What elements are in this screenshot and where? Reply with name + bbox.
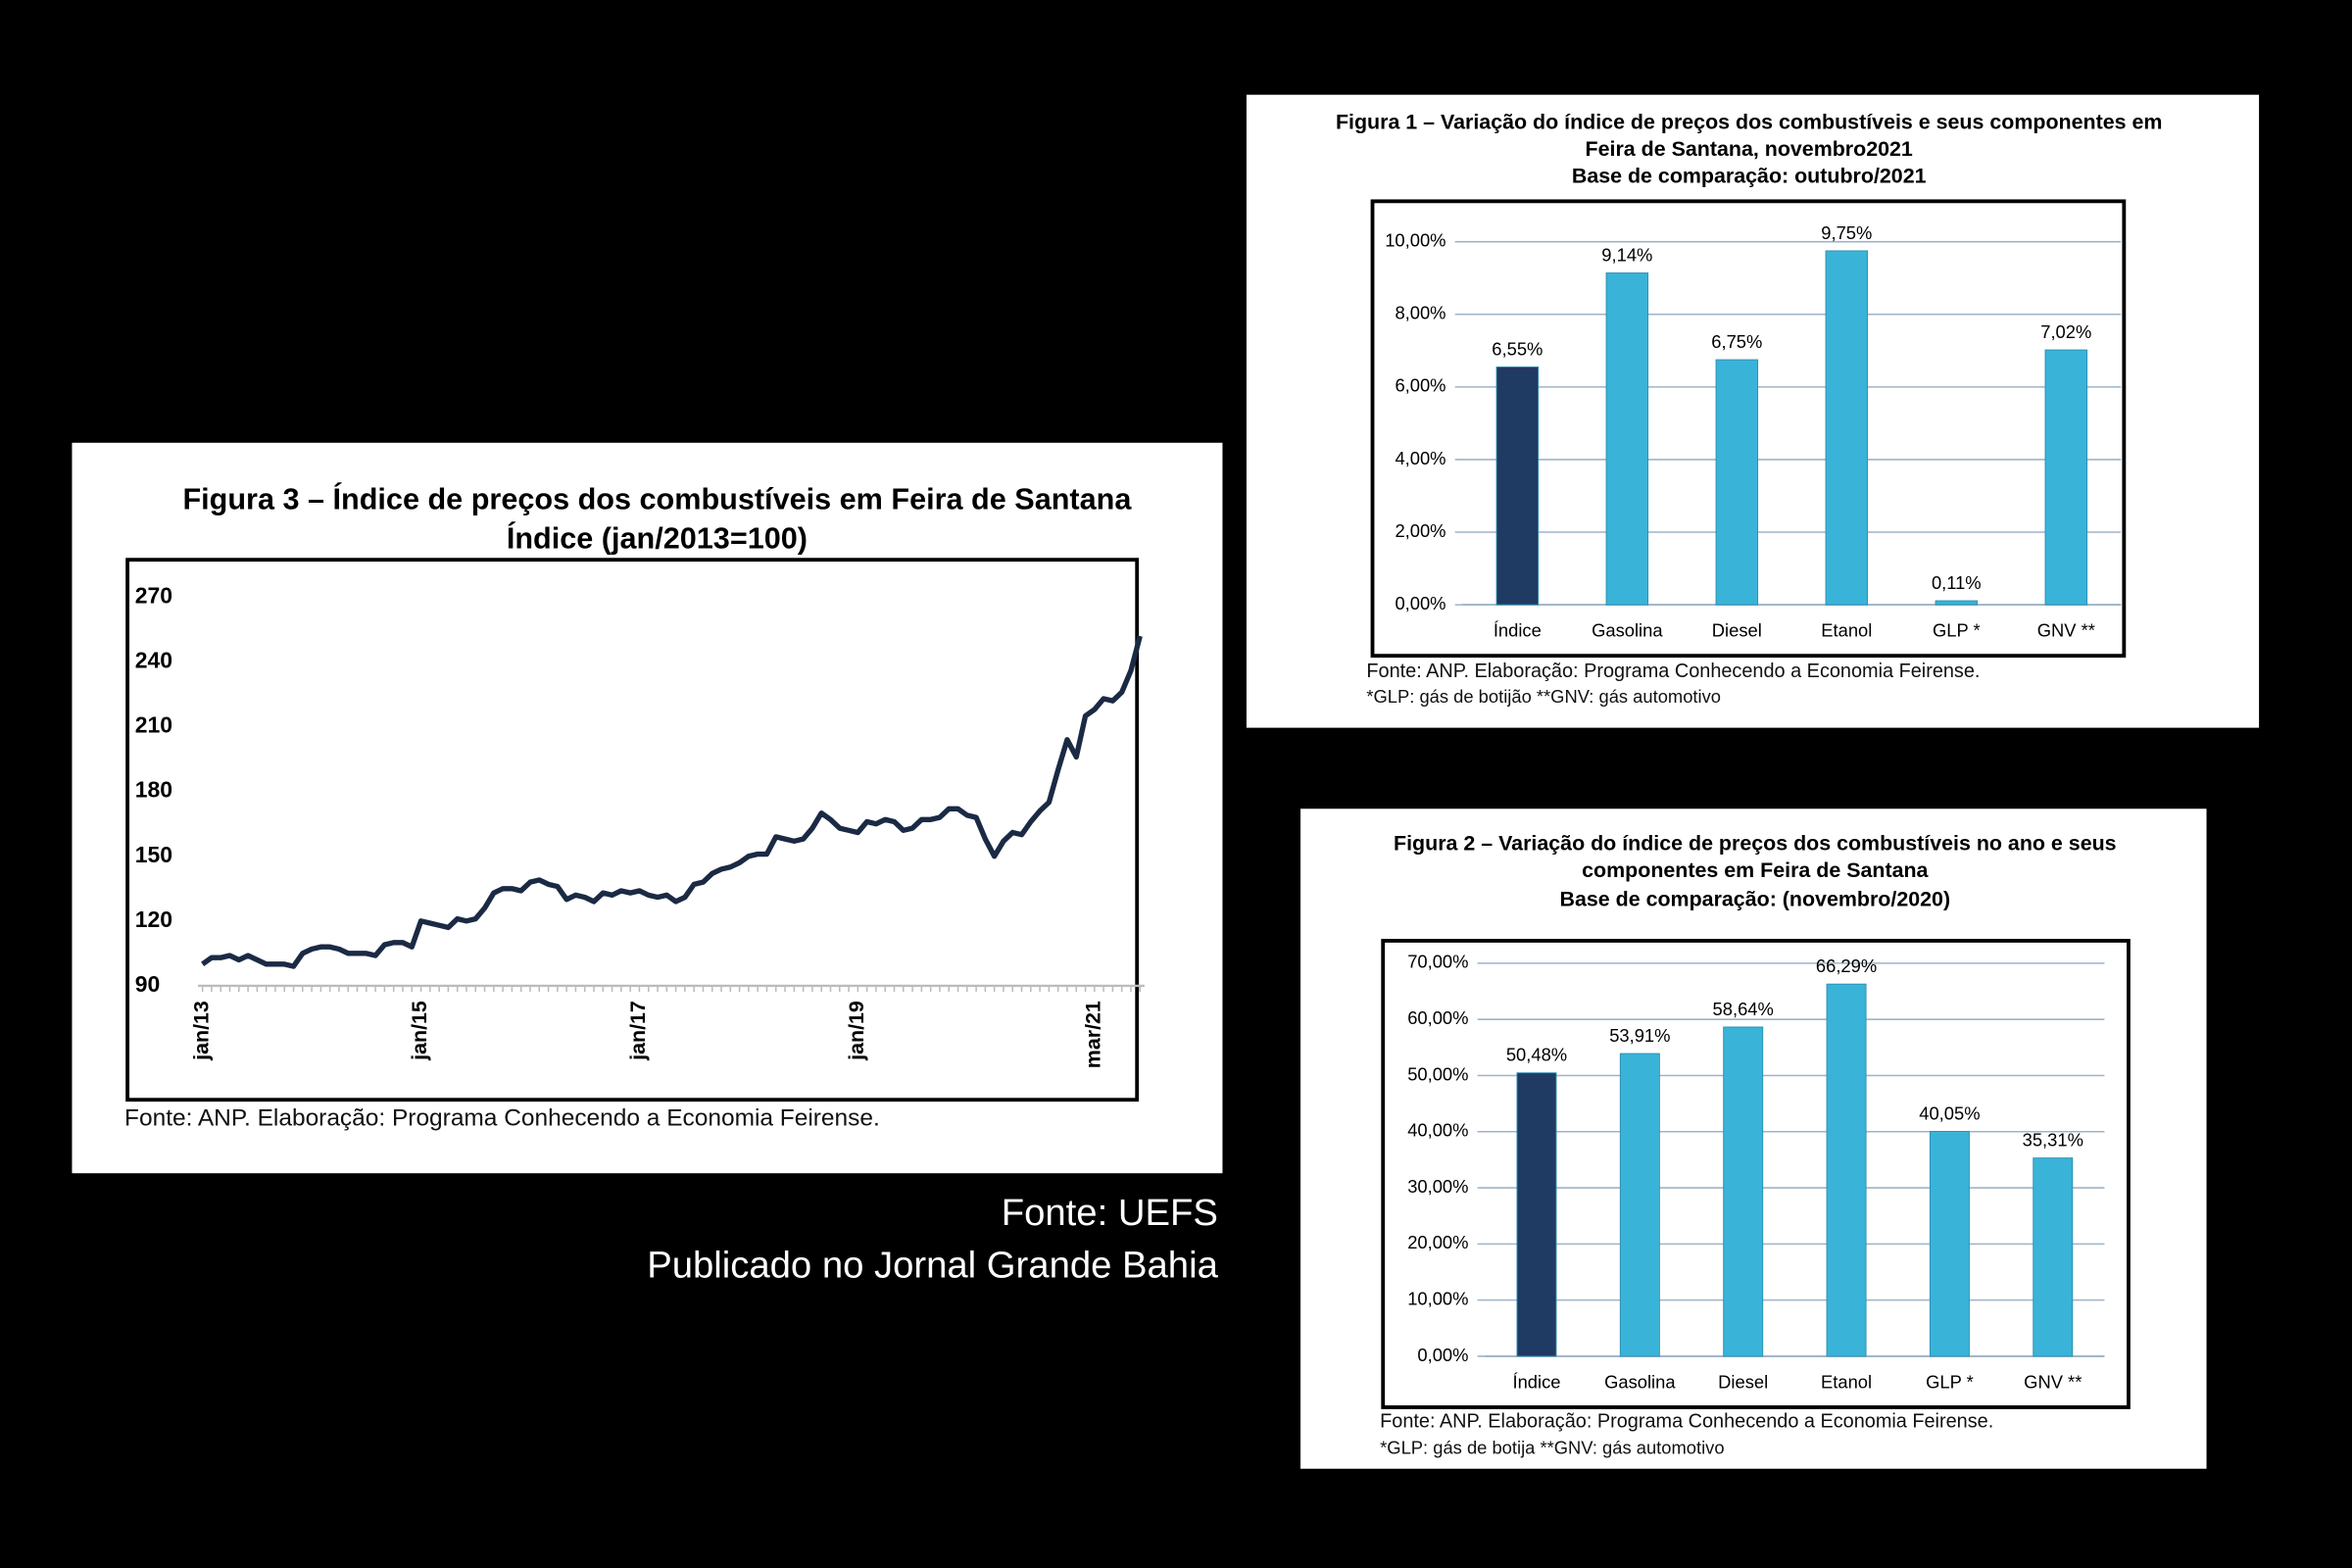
value-label: 6,75% [1711, 331, 1762, 352]
value-label: 6,55% [1492, 338, 1543, 359]
y-tick-label: 4,00% [1395, 448, 1446, 468]
x-tick-label: jan/19 [845, 1001, 868, 1061]
x-tick-label: jan/17 [626, 1001, 650, 1061]
source-note: *GLP: gás de botija **GNV: gás automotiv… [1380, 1438, 1724, 1458]
chart-title: Figura 2 – Variação do índice de preços … [1394, 832, 2117, 856]
y-tick-label: 8,00% [1395, 303, 1446, 323]
value-label: 50,48% [1506, 1045, 1567, 1065]
x-tick-label: jan/15 [408, 1001, 431, 1061]
y-tick-label: 150 [135, 842, 172, 867]
x-tick-label: Diesel [1712, 619, 1762, 640]
y-tick-label: 30,00% [1407, 1176, 1468, 1197]
bar [1929, 1131, 1970, 1357]
y-tick-label: 2,00% [1395, 520, 1446, 541]
x-tick-label: jan/13 [189, 1001, 213, 1061]
chart-title: Figura 3 – Índice de preços dos combustí… [182, 482, 1132, 516]
y-tick-label: 270 [135, 583, 172, 609]
chart-title: Base de comparação: (novembro/2020) [1560, 887, 1951, 910]
source-note: Fonte: ANP. Elaboração: Programa Conhece… [124, 1105, 880, 1132]
bar [1495, 367, 1540, 606]
bar [1825, 250, 1869, 606]
panel-background [72, 442, 1223, 1174]
x-tick-label: Gasolina [1604, 1371, 1676, 1392]
y-tick-label: 210 [135, 712, 172, 738]
y-tick-label: 10,00% [1407, 1288, 1468, 1308]
value-label: 9,75% [1821, 222, 1872, 243]
y-tick-label: 240 [135, 648, 172, 673]
y-tick-label: 50,00% [1407, 1063, 1468, 1084]
caption: Fonte: UEFS [1002, 1192, 1218, 1234]
x-tick-label: Índice [1494, 619, 1542, 640]
x-tick-label: Etanol [1821, 1371, 1872, 1392]
source-note: Fonte: ANP. Elaboração: Programa Conhece… [1380, 1411, 1993, 1433]
bar [1723, 1026, 1764, 1357]
chart-title: Feira de Santana, novembro2021 [1586, 137, 1913, 161]
value-label: 58,64% [1713, 999, 1774, 1019]
bar [1516, 1072, 1557, 1357]
value-label: 9,14% [1601, 245, 1652, 266]
chart-title: componentes em Feira de Santana [1582, 858, 1929, 882]
chart-title: Índice (jan/2013=100) [507, 520, 808, 555]
value-label: 0,11% [1932, 572, 1982, 593]
value-label: 35,31% [2023, 1130, 2083, 1151]
y-tick-label: 20,00% [1407, 1232, 1468, 1252]
y-tick-label: 0,00% [1417, 1345, 1468, 1365]
y-tick-label: 70,00% [1407, 952, 1468, 972]
bar [2033, 1157, 2074, 1357]
x-tick-label: mar/21 [1081, 1001, 1104, 1068]
bar [1715, 359, 1759, 606]
value-label: 7,02% [2040, 321, 2091, 342]
bar [1826, 983, 1867, 1357]
y-tick-label: 40,00% [1407, 1120, 1468, 1141]
plot-frame [1381, 939, 2131, 1409]
bar [1619, 1053, 1660, 1357]
value-label: 40,05% [1919, 1102, 1980, 1123]
chart-title: Figura 1 – Variação do índice de preços … [1336, 110, 2162, 133]
chart-panel: Figura 3 – Índice de preços dos combustí… [72, 442, 1223, 1174]
y-tick-label: 10,00% [1385, 230, 1446, 251]
y-tick-label: 60,00% [1407, 1007, 1468, 1028]
x-tick-label: Gasolina [1592, 619, 1663, 640]
y-tick-label: 6,00% [1395, 375, 1446, 396]
bar [1605, 272, 1649, 606]
price-index-line [201, 635, 1143, 969]
y-tick-label: 120 [135, 906, 172, 932]
x-tick-label: GNV ** [2037, 619, 2095, 640]
plot-frame [125, 558, 1140, 1102]
x-tick-label: GLP * [1926, 1371, 1974, 1392]
chart-title: Base de comparação: outubro/2021 [1572, 165, 1927, 188]
bar [2044, 349, 2088, 606]
plot-frame [1370, 199, 2127, 659]
value-label: 53,91% [1609, 1025, 1670, 1046]
y-tick-label: 180 [135, 777, 172, 803]
y-tick-label: 0,00% [1395, 593, 1446, 613]
source-note: Fonte: ANP. Elaboração: Programa Conhece… [1366, 661, 1980, 682]
value-label: 66,29% [1816, 956, 1877, 976]
x-tick-label: Diesel [1718, 1371, 1768, 1392]
caption: Publicado no Jornal Grande Bahia [647, 1245, 1218, 1287]
y-tick-label: 90 [135, 971, 161, 997]
chart-panel: Figura 1 – Variação do índice de preços … [1246, 94, 2260, 728]
x-tick-label: GLP * [1933, 619, 1981, 640]
x-tick-label: Índice [1512, 1371, 1560, 1392]
x-tick-label: GNV ** [2024, 1371, 2082, 1392]
bar [1935, 600, 1979, 606]
chart-panel: Figura 2 – Variação do índice de preços … [1300, 808, 2207, 1469]
source-note: *GLP: gás de botijão **GNV: gás automoti… [1366, 686, 1721, 707]
x-tick-label: Etanol [1821, 619, 1872, 640]
